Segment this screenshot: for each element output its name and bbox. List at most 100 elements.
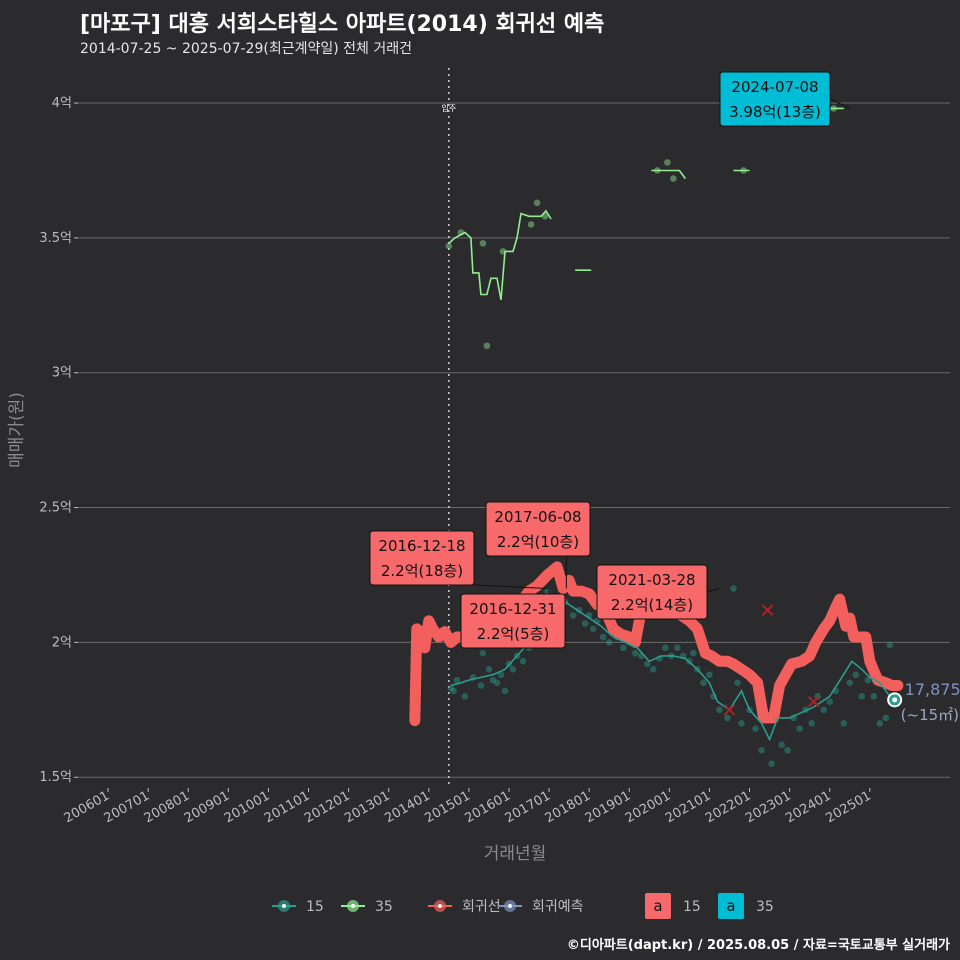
annotation-box bbox=[719, 71, 831, 127]
x-tick-label: 201701 bbox=[503, 788, 553, 826]
chart-subtitle: 2014-07-25 ~ 2025-07-29(최근계약일) 전체 거래건 bbox=[80, 41, 412, 57]
move-in-marker: 입주 bbox=[441, 68, 456, 788]
x-tick-label: 202301 bbox=[743, 788, 793, 826]
data-point-35 bbox=[445, 242, 453, 250]
annotation-box bbox=[369, 530, 475, 586]
annotation-label: 2024-07-08 3.98억(13층) bbox=[719, 71, 851, 127]
data-point-15 bbox=[734, 679, 741, 687]
x-tick-label: 200801 bbox=[142, 788, 192, 826]
data-point-15 bbox=[477, 682, 485, 689]
data-point-15 bbox=[605, 639, 613, 646]
legend-label: 회귀예측 bbox=[532, 899, 584, 915]
data-point-15 bbox=[447, 684, 455, 692]
y-tick-label: 2억 bbox=[52, 635, 72, 650]
legend-key-box bbox=[718, 893, 744, 919]
data-point-15 bbox=[662, 644, 669, 652]
y-tick-label: 3억 bbox=[52, 366, 72, 381]
chart-title: [마포구] 대흥 서희스타힐스 아파트(2014) 회귀선 예측 bbox=[80, 12, 605, 37]
annotation-price: 2.2억(10층) bbox=[497, 533, 579, 551]
data-point-15 bbox=[886, 641, 894, 649]
series-line-35 bbox=[448, 107, 844, 301]
cancel-x-mark bbox=[723, 704, 736, 716]
legend-annotation-key: a 15 bbox=[645, 893, 701, 919]
legend-swatch-center bbox=[508, 904, 512, 908]
data-point-15 bbox=[882, 714, 890, 722]
data-point-15 bbox=[864, 676, 872, 684]
data-point-15 bbox=[784, 746, 791, 754]
data-point-15 bbox=[569, 612, 577, 619]
legend-key-label: 15 bbox=[683, 899, 701, 915]
annotation-price: 2.2억(18층) bbox=[381, 562, 463, 580]
data-point-15 bbox=[700, 679, 707, 687]
data-point-15 bbox=[724, 714, 731, 722]
move-in-label: 입주 bbox=[441, 104, 456, 113]
data-point-35 bbox=[479, 239, 487, 247]
prediction-value: 17,875 bbox=[905, 680, 960, 699]
x-tick-label: 201101 bbox=[262, 788, 312, 826]
data-point-15 bbox=[738, 719, 745, 727]
data-point-15 bbox=[461, 693, 469, 700]
data-point-35 bbox=[527, 221, 535, 228]
annotation-date: 2017-06-08 bbox=[494, 508, 581, 526]
x-tick-label: 201901 bbox=[583, 788, 633, 826]
data-point-15 bbox=[493, 679, 501, 687]
annotation-connector bbox=[829, 98, 851, 109]
data-point-15 bbox=[826, 698, 834, 706]
data-point-15 bbox=[485, 666, 493, 673]
legend-key-label: 35 bbox=[756, 899, 774, 915]
data-point-15 bbox=[489, 676, 497, 684]
data-point-15 bbox=[501, 687, 509, 695]
annotation-date: 2016-12-31 bbox=[469, 600, 556, 618]
data-point-15 bbox=[858, 693, 866, 700]
data-point-15 bbox=[479, 649, 487, 657]
prediction-area: (~15㎡) bbox=[901, 706, 959, 724]
x-tick-label: 200701 bbox=[102, 788, 152, 826]
legend-swatch-center bbox=[351, 904, 355, 908]
data-point-15 bbox=[619, 644, 627, 652]
data-point-15 bbox=[870, 693, 878, 700]
data-point-15 bbox=[846, 679, 854, 687]
annotation-price: 2.2억(14층) bbox=[611, 596, 693, 614]
annotation-date: 2016-12-18 bbox=[378, 537, 465, 555]
legend-key-box bbox=[645, 893, 671, 919]
annotation-box bbox=[485, 501, 591, 557]
data-point-35 bbox=[664, 159, 671, 166]
y-tick-label: 3.5억 bbox=[39, 231, 72, 246]
x-tick-label: 201001 bbox=[222, 788, 272, 826]
data-point-15 bbox=[644, 660, 651, 668]
x-tick-label: 201201 bbox=[302, 788, 352, 826]
grid-lines bbox=[78, 102, 950, 778]
footer-credit: ©디아파트(dapt.kr) / 2025.08.05 / 자료=국토교통부 실… bbox=[566, 938, 950, 953]
legend-swatch-center bbox=[282, 904, 286, 908]
prediction-dot-center bbox=[892, 697, 898, 703]
legend-item-15: 15 bbox=[272, 899, 324, 915]
data-point-15 bbox=[778, 741, 785, 749]
annotation-label: 2016-12-18 2.2억(18층) bbox=[369, 530, 548, 589]
x-tick-label: 201601 bbox=[462, 788, 512, 826]
prediction-point: 17,875 (~15㎡) bbox=[887, 680, 960, 724]
annotation-date: 2021-03-28 bbox=[608, 571, 695, 589]
x-tick-label: 201401 bbox=[382, 788, 432, 826]
data-point-15 bbox=[599, 633, 607, 641]
x-tick-label: 202001 bbox=[623, 788, 673, 826]
data-point-35 bbox=[670, 175, 677, 182]
x-tick-label: 202501 bbox=[823, 788, 873, 826]
data-point-15 bbox=[650, 666, 657, 673]
data-point-15 bbox=[758, 746, 765, 754]
x-axis-title: 거래년월 bbox=[484, 844, 547, 864]
data-point-15 bbox=[674, 644, 681, 652]
data-point-15 bbox=[876, 719, 884, 727]
annotation-price: 3.98억(13층) bbox=[729, 103, 821, 121]
legend: 15 35 회귀선 회귀예측 a 15 a 35 bbox=[272, 893, 774, 919]
annotation-box bbox=[460, 593, 566, 649]
legend-annotation-key: a 35 bbox=[718, 893, 774, 919]
data-point-15 bbox=[716, 706, 723, 714]
legend-key-glyph: a bbox=[653, 897, 662, 915]
data-point-15 bbox=[519, 657, 527, 665]
cancel-x-mark bbox=[807, 696, 820, 708]
legend-item-회귀예측: 회귀예측 bbox=[498, 899, 584, 915]
data-point-35 bbox=[483, 342, 491, 350]
data-point-15 bbox=[768, 760, 775, 768]
y-tick-label: 1.5억 bbox=[39, 770, 72, 785]
